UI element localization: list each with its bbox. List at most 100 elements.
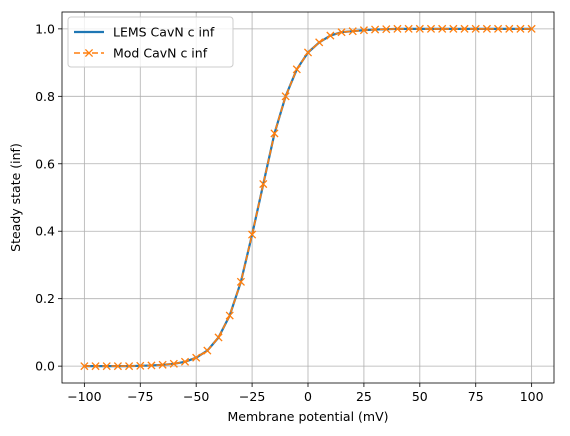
data-point-mod	[80, 362, 89, 371]
y-tick-label: 0.2	[35, 291, 55, 306]
data-point-mod	[281, 92, 290, 101]
marker-stroke	[225, 311, 234, 320]
data-point-mod	[359, 26, 368, 35]
data-point-mod	[404, 24, 413, 33]
legend: LEMS CavN c inf Mod CavN c inf	[67, 16, 234, 68]
data-point-mod	[348, 27, 357, 36]
marker-stroke	[270, 129, 279, 138]
y-tick-label: 0.6	[35, 156, 55, 171]
marker-stroke	[91, 362, 100, 371]
marker-stroke	[359, 26, 368, 35]
data-point-mod	[192, 353, 201, 362]
data-point-mod	[438, 24, 447, 33]
y-tick-label: 0.0	[35, 359, 55, 374]
y-tick-label: 1.0	[35, 21, 55, 36]
legend-x-marker	[84, 48, 94, 58]
marker-stroke	[214, 333, 223, 342]
data-point-mod	[113, 362, 122, 371]
data-point-mod	[225, 311, 234, 320]
data-point-mod	[248, 230, 257, 239]
data-point-mod	[136, 361, 145, 370]
marker-stroke	[404, 24, 413, 33]
marker-stroke	[113, 362, 122, 371]
marker-stroke	[371, 25, 380, 34]
data-point-mod	[326, 31, 335, 40]
x-tick-label: −25	[239, 389, 265, 404]
x-axis-label: Membrane potential (mV)	[227, 409, 388, 424]
x-tick-label: 75	[468, 389, 484, 404]
data-point-mod	[494, 24, 503, 33]
marker-stroke	[259, 179, 268, 189]
marker-stroke	[449, 24, 458, 33]
legend-marker-mod	[84, 48, 94, 58]
marker-stroke	[248, 230, 257, 239]
x-tick-label: 50	[412, 389, 428, 404]
marker-stroke	[236, 277, 245, 286]
data-point-mod	[482, 24, 491, 33]
marker-stroke	[147, 361, 156, 370]
data-point-mod	[125, 362, 134, 371]
data-point-mod	[292, 65, 301, 74]
data-point-mod	[449, 24, 458, 33]
marker-stroke	[471, 24, 480, 33]
legend-label-mod: Mod CavN c inf	[113, 46, 208, 61]
marker-stroke	[158, 360, 167, 369]
data-point-mod	[315, 38, 324, 47]
axis-ticks: −100 −75 −50 −25 0 25 50 75 100 0.0 0.2 0.4 0.6 0.8 1.…	[35, 21, 544, 404]
data-point-mod	[337, 28, 346, 37]
data-point-mod	[505, 24, 514, 33]
data-point-mod	[426, 24, 436, 33]
data-point-mod	[236, 277, 245, 286]
x-tick-label: −100	[67, 389, 101, 404]
data-point-mod	[203, 346, 212, 355]
marker-stroke	[426, 24, 436, 33]
data-point-mod	[102, 362, 111, 371]
data-point-mod	[393, 24, 402, 33]
marker-stroke	[315, 38, 324, 47]
marker-stroke	[203, 346, 212, 355]
marker-stroke	[460, 24, 469, 33]
data-point-mod	[382, 25, 391, 34]
data-point-mod	[259, 179, 268, 189]
data-point-mod	[371, 25, 380, 34]
marker-stroke	[326, 31, 335, 40]
marker-stroke	[192, 353, 201, 362]
marker-stroke	[505, 24, 514, 33]
marker-stroke	[125, 362, 134, 371]
marker-stroke	[102, 362, 111, 371]
marker-stroke	[80, 362, 89, 371]
marker-stroke	[303, 48, 313, 57]
marker-stroke	[482, 24, 491, 33]
x-tick-label: 100	[520, 389, 544, 404]
data-point-mod	[471, 24, 480, 33]
marker-stroke	[337, 28, 346, 37]
marker-stroke	[382, 25, 391, 34]
marker-stroke	[292, 65, 301, 74]
data-point-mod	[147, 361, 156, 370]
data-point-mod	[169, 359, 178, 368]
grid	[62, 12, 554, 383]
y-tick-label: 0.8	[35, 89, 55, 104]
data-point-mod	[460, 24, 469, 33]
data-point-mod	[303, 48, 313, 57]
marker-stroke	[494, 24, 503, 33]
x-tick-label: −75	[127, 389, 153, 404]
marker-stroke	[348, 27, 357, 36]
marker-stroke	[415, 24, 424, 33]
legend-label-lems: LEMS CavN c inf	[113, 25, 215, 40]
legend-box	[67, 16, 234, 68]
y-tick-label: 0.4	[35, 224, 55, 239]
marker-stroke	[180, 357, 190, 366]
y-axis-label: Steady state (inf)	[8, 143, 23, 252]
data-point-mod	[180, 357, 190, 366]
data-point-mod	[158, 360, 167, 369]
data-point-mod	[270, 129, 279, 138]
x-tick-label: 0	[304, 389, 312, 404]
data-point-mod	[527, 24, 536, 33]
marker-stroke	[281, 92, 290, 101]
marker-stroke	[169, 359, 178, 368]
marker-stroke	[136, 361, 145, 370]
data-point-mod	[415, 24, 424, 33]
x-tick-label: 25	[356, 389, 372, 404]
